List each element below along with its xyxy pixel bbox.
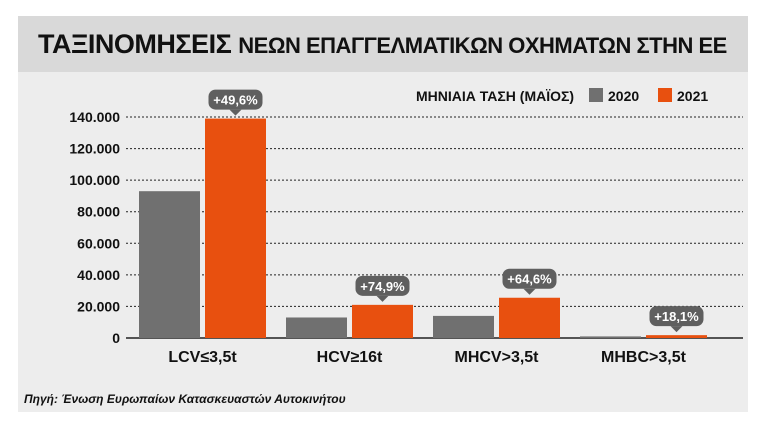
x-tick-label: MHCV>3,5t bbox=[454, 349, 539, 366]
callout-pointer bbox=[229, 109, 242, 116]
legend-label-2020: 2020 bbox=[608, 88, 639, 104]
legend-swatch-2021 bbox=[658, 88, 672, 102]
y-tick-label: 60.000 bbox=[77, 235, 120, 251]
bar-chart: 0 20.000 40.000 60.000 80.000 100.000 120.000 1… bbox=[69, 88, 743, 366]
source-note: Πηγή: Ένωση Ευρωπαίων Κατασκευαστών Αυτο… bbox=[24, 392, 346, 406]
callout-box bbox=[208, 89, 263, 110]
callout-label: +18,1% bbox=[654, 309, 699, 324]
callout-pointer bbox=[376, 295, 389, 302]
legend-swatch-2020 bbox=[589, 88, 603, 102]
bar-2021-1 bbox=[352, 304, 413, 338]
change-callout: +49,6% bbox=[208, 89, 263, 116]
x-axis-ticks: LCV≤3,5t HCV≥16t MHCV>3,5t MHBC>3,5t bbox=[168, 349, 686, 366]
callout-pointer bbox=[670, 326, 683, 333]
x-tick-label: LCV≤3,5t bbox=[168, 349, 237, 366]
change-callout: +64,6% bbox=[502, 268, 557, 295]
callout-box bbox=[502, 268, 557, 289]
legend-subtitle: ΜΗΝΙΑΙΑ ΤΑΣΗ (ΜΑΪΟΣ) bbox=[416, 88, 574, 104]
bar-2020-2 bbox=[433, 315, 494, 338]
bar-2021-2 bbox=[499, 297, 560, 338]
callout-label: +74,9% bbox=[360, 279, 405, 294]
bar-2020-1 bbox=[286, 317, 347, 338]
y-tick-label: 40.000 bbox=[77, 267, 120, 283]
change-callout: +18,1% bbox=[649, 306, 704, 333]
change-callout: +74,9% bbox=[355, 275, 410, 302]
bar-2020-3 bbox=[580, 336, 641, 338]
callout-label: +49,6% bbox=[213, 93, 258, 108]
x-tick-label: MHBC>3,5t bbox=[601, 349, 687, 366]
callout-box bbox=[355, 275, 410, 296]
y-tick-label: 0 bbox=[112, 330, 120, 346]
bar-2021-3 bbox=[646, 335, 707, 338]
y-tick-label: 80.000 bbox=[77, 204, 120, 220]
bar-2021-0 bbox=[205, 118, 266, 338]
bar-2020-0 bbox=[139, 191, 200, 338]
change-callouts: +49,6% +74,9% +64,6% +18,1% bbox=[208, 89, 704, 333]
chart-card: ΤΑΞΙΝΟΜΗΣΕΙΣ ΝΕΩΝ ΕΠΑΓΓΕΛΜΑΤΙΚΩΝ ΟΧΗΜΑΤΩ… bbox=[18, 16, 748, 412]
title-band: ΤΑΞΙΝΟΜΗΣΕΙΣ ΝΕΩΝ ΕΠΑΓΓΕΛΜΑΤΙΚΩΝ ΟΧΗΜΑΤΩ… bbox=[18, 16, 748, 72]
legend: ΜΗΝΙΑΙΑ ΤΑΣΗ (ΜΑΪΟΣ) 2020 2021 bbox=[416, 88, 708, 104]
legend-label-2021: 2021 bbox=[677, 88, 708, 104]
y-tick-label: 120.000 bbox=[69, 141, 120, 157]
y-tick-label: 100.000 bbox=[69, 172, 120, 188]
y-tick-label: 140.000 bbox=[69, 109, 120, 125]
title-main: ΤΑΞΙΝΟΜΗΣΕΙΣ bbox=[38, 29, 232, 59]
callout-label: +64,6% bbox=[507, 272, 552, 287]
y-tick-label: 20.000 bbox=[77, 298, 120, 314]
y-axis-ticks: 0 20.000 40.000 60.000 80.000 100.000 120.000 1… bbox=[69, 109, 120, 346]
title-rest: ΝΕΩΝ ΕΠΑΓΓΕΛΜΑΤΙΚΩΝ ΟΧΗΜΑΤΩΝ ΣΤΗΝ ΕΕ bbox=[238, 33, 727, 58]
x-tick-label: HCV≥16t bbox=[317, 349, 383, 366]
callout-pointer bbox=[523, 288, 536, 295]
bars bbox=[139, 118, 707, 338]
chart-title: ΤΑΞΙΝΟΜΗΣΕΙΣ ΝΕΩΝ ΕΠΑΓΓΕΛΜΑΤΙΚΩΝ ΟΧΗΜΑΤΩ… bbox=[38, 28, 727, 62]
callout-box bbox=[649, 306, 704, 327]
